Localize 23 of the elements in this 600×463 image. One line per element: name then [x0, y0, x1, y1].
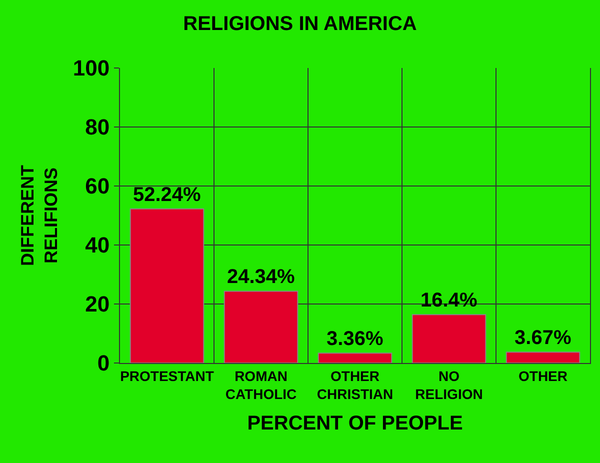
data-label: 52.24% [132, 184, 202, 206]
data-label: 3.67% [514, 327, 572, 350]
y-axis-title: DIFFERENT RELIFIONS [18, 165, 62, 266]
chart-title: RELIGIONS IN AMERICA [183, 13, 417, 36]
y-tick-label: 80 [85, 114, 110, 140]
bar [130, 208, 204, 363]
y-tick-label: 0 [97, 350, 110, 376]
bar [412, 314, 486, 363]
bar [506, 352, 580, 363]
bar [224, 290, 298, 363]
data-label: 3.36% [326, 328, 384, 350]
x-tick-label: OTHER [518, 368, 568, 384]
x-tick-label: PROTESTANT [120, 368, 214, 384]
x-tick-label: OTHER CHRISTIAN [316, 368, 394, 402]
y-tick-label: 60 [85, 174, 110, 199]
y-tick-label: 100 [72, 56, 110, 81]
bar [318, 352, 392, 363]
x-tick-label: NO RELIGION [415, 368, 483, 402]
y-tick-label: 40 [85, 232, 110, 258]
x-axis-title: PERCENT OF PEOPLE [247, 412, 463, 434]
x-tick-label: ROMAN CATHOLIC [225, 368, 297, 402]
y-tick-label: 20 [85, 292, 110, 317]
data-label: 24.34% [226, 266, 296, 288]
